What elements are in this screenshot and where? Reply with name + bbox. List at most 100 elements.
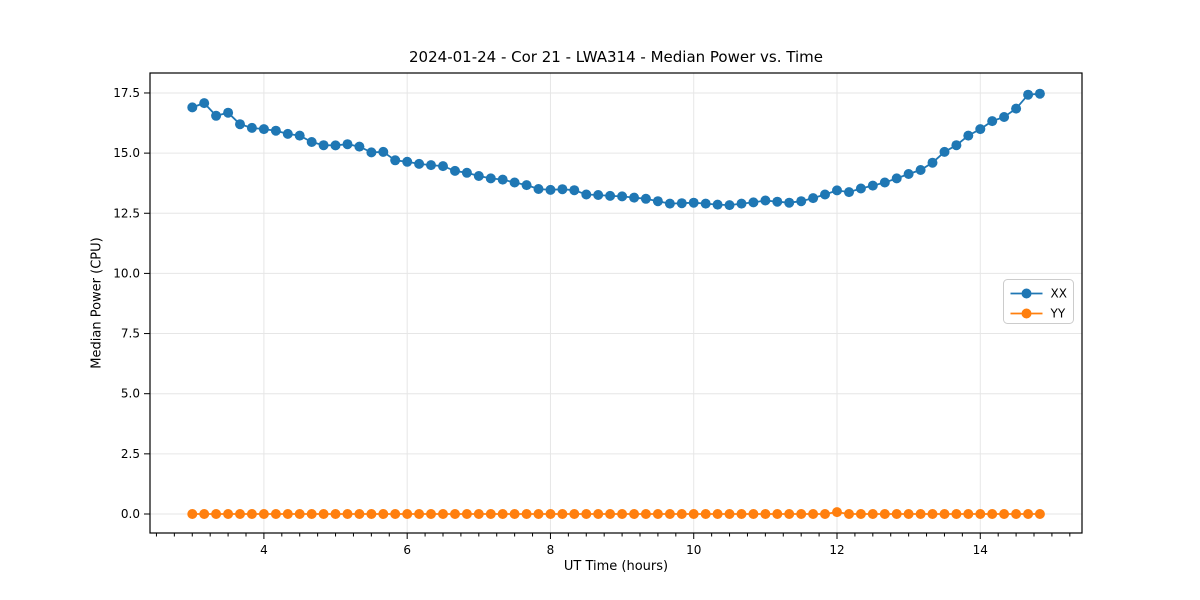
data-point-marker xyxy=(999,112,1010,122)
data-point-marker xyxy=(485,509,496,519)
data-point-marker xyxy=(605,509,616,519)
data-point-marker xyxy=(211,509,222,519)
data-point-marker xyxy=(844,187,854,198)
data-point-marker xyxy=(258,124,269,135)
data-point-marker xyxy=(939,146,950,157)
data-point-marker xyxy=(282,509,293,519)
data-point-marker xyxy=(402,509,413,519)
data-point-marker xyxy=(593,509,604,519)
data-point-marker xyxy=(891,509,902,519)
data-point-marker xyxy=(772,196,783,207)
data-point-marker xyxy=(832,185,842,196)
data-point-marker xyxy=(318,509,329,519)
data-point-marker xyxy=(915,509,926,519)
series-XX xyxy=(187,88,1045,211)
data-point-marker xyxy=(521,509,532,519)
data-point-marker xyxy=(724,200,735,211)
data-point-marker xyxy=(497,509,508,519)
data-point-marker xyxy=(354,509,365,519)
data-point-marker xyxy=(342,139,353,150)
data-point-marker xyxy=(927,157,938,168)
data-point-marker xyxy=(318,140,329,151)
data-point-marker xyxy=(832,507,842,518)
data-point-marker xyxy=(450,509,460,519)
data-point-marker xyxy=(199,509,210,519)
data-point-marker xyxy=(569,509,580,519)
data-point-marker xyxy=(306,509,317,519)
data-point-marker xyxy=(270,509,281,519)
data-point-marker xyxy=(438,161,448,172)
data-point-marker xyxy=(223,509,234,519)
data-point-marker xyxy=(999,509,1010,519)
data-point-marker xyxy=(772,509,783,519)
data-point-marker xyxy=(915,165,926,175)
data-point-marker xyxy=(461,509,472,519)
data-point-marker xyxy=(1023,509,1034,519)
data-point-marker xyxy=(187,509,198,519)
data-point-marker xyxy=(760,195,771,206)
series-YY xyxy=(187,507,1045,519)
data-point-marker xyxy=(640,193,651,204)
legend-marker-dot xyxy=(1021,288,1032,299)
data-point-marker xyxy=(867,509,878,519)
y-tick-label: 17.5 xyxy=(113,86,140,100)
data-point-marker xyxy=(784,509,795,519)
data-point-marker xyxy=(808,509,819,519)
data-point-marker xyxy=(282,128,293,139)
data-point-marker xyxy=(617,509,628,519)
data-point-marker xyxy=(330,140,341,151)
data-point-marker xyxy=(975,509,986,519)
data-point-marker xyxy=(246,509,257,519)
data-point-marker xyxy=(1011,103,1022,114)
data-point-marker xyxy=(1023,89,1034,100)
data-point-marker xyxy=(1034,509,1045,519)
data-point-marker xyxy=(939,509,950,519)
data-point-marker xyxy=(235,509,245,519)
data-point-marker xyxy=(354,141,365,152)
legend: XX YY xyxy=(1003,279,1074,324)
data-point-marker xyxy=(879,177,890,188)
data-point-marker xyxy=(712,199,723,210)
data-point-marker xyxy=(414,158,425,169)
data-point-marker xyxy=(378,146,389,157)
y-tick-label: 5.0 xyxy=(121,387,140,401)
data-point-marker xyxy=(748,197,759,208)
chart-title: 2024-01-24 - Cor 21 - LWA314 - Median Po… xyxy=(409,48,823,66)
data-point-marker xyxy=(652,509,663,519)
data-point-marker xyxy=(688,509,699,519)
data-point-marker xyxy=(975,124,986,135)
y-tick-label: 15.0 xyxy=(113,146,140,160)
data-point-marker xyxy=(724,509,735,519)
data-point-marker xyxy=(664,509,675,519)
data-point-marker xyxy=(473,509,484,519)
data-point-marker xyxy=(223,107,234,118)
data-point-marker xyxy=(676,198,687,209)
y-tick-label: 12.5 xyxy=(113,206,140,220)
data-point-marker xyxy=(545,509,556,519)
x-tick-label: 14 xyxy=(973,543,988,557)
data-point-marker xyxy=(366,509,377,519)
data-point-marker xyxy=(617,191,628,202)
data-point-marker xyxy=(688,197,699,208)
data-point-marker xyxy=(1034,88,1045,99)
data-point-marker xyxy=(963,130,974,141)
data-point-marker xyxy=(760,509,771,519)
data-point-marker xyxy=(509,177,520,188)
data-point-marker xyxy=(820,189,830,200)
data-point-marker xyxy=(438,509,448,519)
data-point-marker xyxy=(748,509,759,519)
data-point-marker xyxy=(187,102,198,113)
data-point-marker xyxy=(330,509,341,519)
x-tick-label: 12 xyxy=(829,543,844,557)
plot-border xyxy=(149,72,1083,534)
y-tick-label: 7.5 xyxy=(121,327,140,341)
data-point-marker xyxy=(951,140,962,151)
x-tick-label: 10 xyxy=(686,543,701,557)
data-point-marker xyxy=(294,130,305,141)
data-point-marker xyxy=(390,155,401,166)
data-point-marker xyxy=(700,198,711,209)
data-point-marker xyxy=(891,173,902,184)
data-point-marker xyxy=(581,509,592,519)
data-point-marker xyxy=(485,173,496,184)
